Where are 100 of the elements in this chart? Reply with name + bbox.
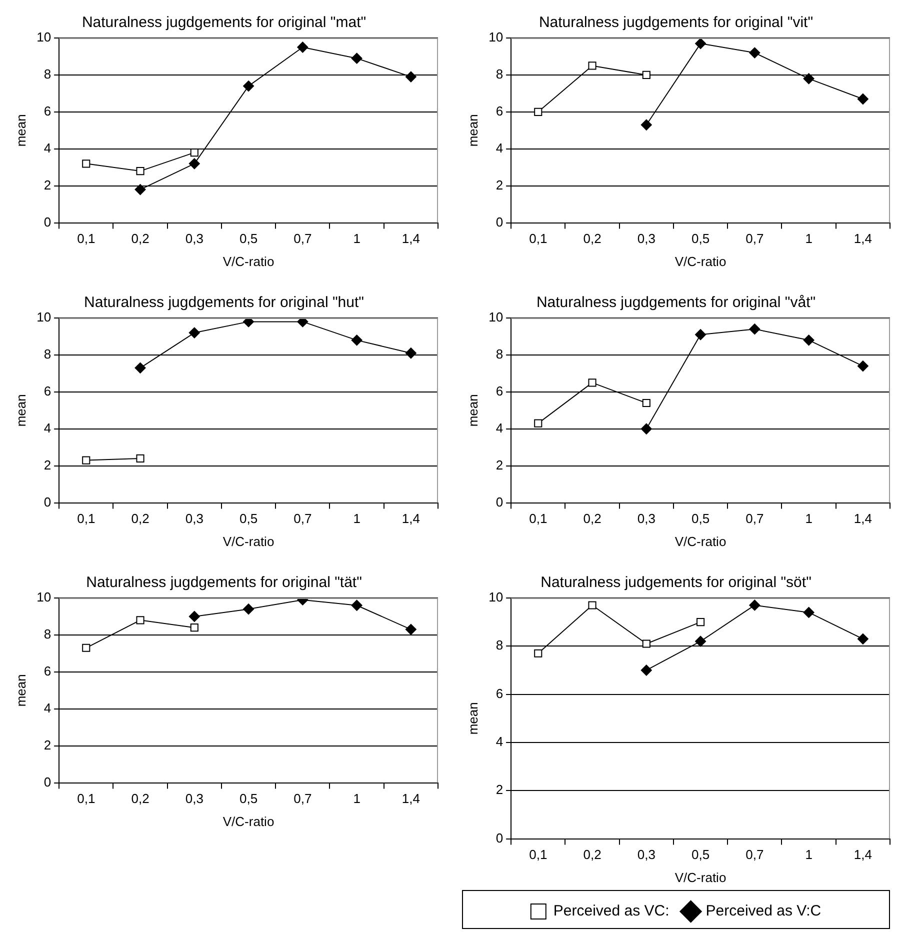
- point: [588, 378, 596, 387]
- y-tick-label: 10: [36, 590, 52, 605]
- x-tick-label: 0,2: [583, 511, 602, 526]
- x-tick-label: 1,4: [854, 847, 872, 862]
- y-tick-label: 6: [44, 664, 52, 678]
- y-tick-label: 10: [36, 310, 52, 325]
- y-tick-label: 10: [488, 30, 504, 45]
- y-tick-label: 0: [44, 494, 52, 510]
- y-tick-label: 4: [496, 140, 504, 156]
- x-tick-label: 0,7: [746, 511, 764, 526]
- y-tick-label: 2: [44, 177, 52, 192]
- x-tick-label: 0,5: [239, 511, 258, 526]
- point: [749, 47, 760, 58]
- point: [82, 160, 90, 168]
- y-tick-label: 4: [44, 700, 52, 716]
- x-tick-label: 0,1: [77, 791, 96, 806]
- x-tick-label: 1: [353, 791, 360, 806]
- y-axis-title: mean: [465, 702, 480, 735]
- point: [640, 119, 652, 130]
- point: [297, 318, 308, 328]
- y-tick-label: 0: [496, 214, 504, 230]
- point: [134, 362, 146, 374]
- point: [749, 324, 760, 335]
- x-tick-label: 0,5: [239, 791, 258, 806]
- x-tick-label: 1: [353, 231, 360, 246]
- point: [695, 636, 706, 647]
- y-tick-label: 6: [44, 384, 52, 398]
- y-axis-title: mean: [465, 114, 480, 147]
- point: [749, 600, 760, 611]
- x-tick-label: 1: [805, 231, 812, 246]
- x-axis-title: V/C-ratio: [222, 254, 274, 269]
- x-axis-title: V/C-ratio: [222, 814, 274, 829]
- x-axis-title: V/C-ratio: [222, 534, 274, 549]
- point: [642, 640, 650, 648]
- chart-title: Naturalness jugdgements for original "mat": [82, 14, 366, 32]
- x-tick-label: 0,3: [185, 791, 204, 806]
- point: [857, 360, 868, 372]
- point: [82, 644, 90, 652]
- point: [188, 610, 200, 622]
- x-tick-label: 0,3: [637, 231, 656, 246]
- point: [588, 601, 596, 610]
- point: [190, 624, 198, 632]
- y-tick-label: 8: [44, 626, 52, 642]
- x-tick-label: 0,7: [294, 231, 312, 246]
- point: [188, 158, 200, 170]
- x-axis-title: V/C-ratio: [674, 254, 726, 269]
- x-tick-label: 1: [353, 511, 360, 526]
- chart-title: Naturalness jugdgements for original "våt": [536, 294, 816, 312]
- x-tick-label: 1,4: [402, 511, 420, 526]
- point: [136, 616, 144, 624]
- y-axis-title: mean: [13, 674, 28, 707]
- point: [803, 606, 814, 618]
- point: [405, 624, 416, 635]
- y-tick-label: 2: [44, 737, 52, 752]
- x-tick-label: 0,2: [131, 791, 150, 806]
- x-tick-label: 0,3: [185, 231, 204, 246]
- point: [136, 454, 144, 462]
- point: [188, 327, 200, 338]
- y-tick-label: 8: [496, 66, 504, 82]
- point: [534, 649, 542, 658]
- x-tick-label: 0,1: [529, 231, 548, 246]
- chart-title: Naturalness jugdgements for original "hut": [84, 294, 364, 312]
- x-tick-label: 1,4: [402, 791, 420, 806]
- y-axis-title: mean: [465, 394, 480, 427]
- x-tick-label: 0,2: [583, 847, 602, 862]
- x-tick-label: 0,2: [131, 231, 150, 246]
- x-axis-title: V/C-ratio: [674, 870, 726, 885]
- x-tick-label: 1,4: [402, 231, 420, 246]
- y-tick-label: 8: [496, 346, 504, 362]
- y-tick-label: 10: [488, 310, 504, 325]
- point: [857, 93, 868, 104]
- x-tick-label: 1: [805, 511, 812, 526]
- point: [243, 318, 254, 328]
- point: [642, 398, 650, 408]
- x-tick-label: 0,3: [637, 847, 656, 862]
- y-tick-label: 6: [44, 104, 52, 118]
- point: [351, 600, 362, 611]
- legend-label: Perceived as VC:: [553, 902, 670, 920]
- y-tick-label: 2: [44, 457, 52, 472]
- x-tick-label: 0,5: [691, 511, 710, 526]
- y-tick-label: 6: [496, 384, 504, 398]
- y-tick-label: 0: [496, 494, 504, 510]
- chart-title: Naturalness judgements for original "söt": [540, 574, 812, 592]
- x-tick-label: 0,2: [131, 511, 150, 526]
- point: [640, 423, 652, 434]
- y-tick-label: 4: [44, 140, 52, 156]
- point: [803, 334, 814, 346]
- y-tick-label: 2: [496, 177, 504, 192]
- chart-title: Naturalness jugdgements for original "tät": [86, 574, 362, 592]
- point: [695, 329, 706, 340]
- x-tick-label: 1: [805, 847, 812, 862]
- y-tick-label: 0: [44, 774, 52, 790]
- x-axis-title: V/C-ratio: [674, 534, 726, 549]
- point: [803, 73, 814, 84]
- legend-label: Perceived as V:C: [706, 902, 822, 920]
- x-tick-label: 0,7: [294, 511, 312, 526]
- x-tick-label: 0,1: [77, 511, 96, 526]
- x-tick-label: 0,3: [185, 511, 204, 526]
- point: [190, 148, 198, 157]
- x-tick-label: 0,1: [529, 847, 548, 862]
